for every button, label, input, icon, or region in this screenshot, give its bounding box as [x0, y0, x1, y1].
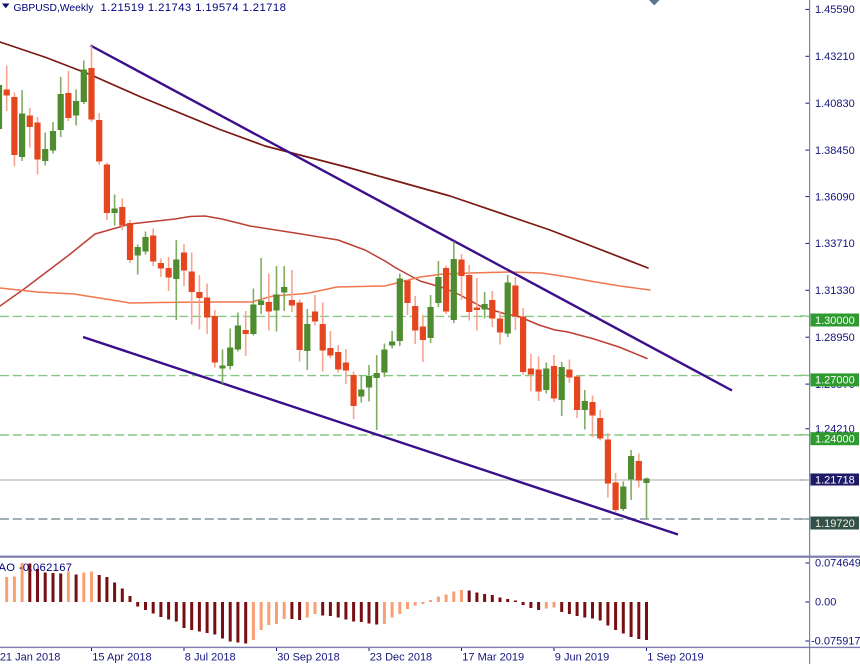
svg-text:9 Jun 2019: 9 Jun 2019: [555, 652, 609, 664]
svg-text:1.27000: 1.27000: [815, 375, 855, 387]
svg-text:8 Jul 2018: 8 Jul 2018: [185, 652, 236, 664]
svg-text:1.33710: 1.33710: [815, 238, 855, 250]
svg-text:1.40830: 1.40830: [815, 98, 855, 110]
svg-text:1.38450: 1.38450: [815, 145, 855, 157]
svg-text:1.19720: 1.19720: [815, 518, 855, 530]
svg-text:0.074649: 0.074649: [815, 558, 860, 570]
svg-text:1.43210: 1.43210: [815, 51, 855, 63]
svg-text:0.00: 0.00: [815, 597, 836, 609]
svg-text:-0.075917: -0.075917: [811, 636, 860, 648]
svg-text:1 Sep 2019: 1 Sep 2019: [647, 652, 703, 664]
svg-text:1.28950: 1.28950: [815, 332, 855, 344]
svg-text:1.45590: 1.45590: [815, 4, 855, 16]
svg-text:AO -0.062167: AO -0.062167: [0, 562, 72, 574]
svg-text:23 Dec 2018: 23 Dec 2018: [370, 652, 432, 664]
svg-text:21 Jan 2018: 21 Jan 2018: [0, 652, 60, 664]
svg-text:1.24000: 1.24000: [815, 434, 855, 446]
svg-text:1.21519 1.21743 1.19574 1.2171: 1.21519 1.21743 1.19574 1.21718: [101, 2, 287, 14]
svg-text:1.30000: 1.30000: [815, 315, 855, 327]
svg-text:15 Apr 2018: 15 Apr 2018: [92, 652, 151, 664]
svg-text:1.36090: 1.36090: [815, 191, 855, 203]
svg-text:17 Mar 2019: 17 Mar 2019: [462, 652, 524, 664]
svg-text:1.21718: 1.21718: [815, 474, 855, 486]
svg-text:1.31330: 1.31330: [815, 285, 855, 297]
svg-text:30 Sep 2018: 30 Sep 2018: [277, 652, 339, 664]
svg-text:GBPUSD,Weekly: GBPUSD,Weekly: [14, 3, 95, 14]
